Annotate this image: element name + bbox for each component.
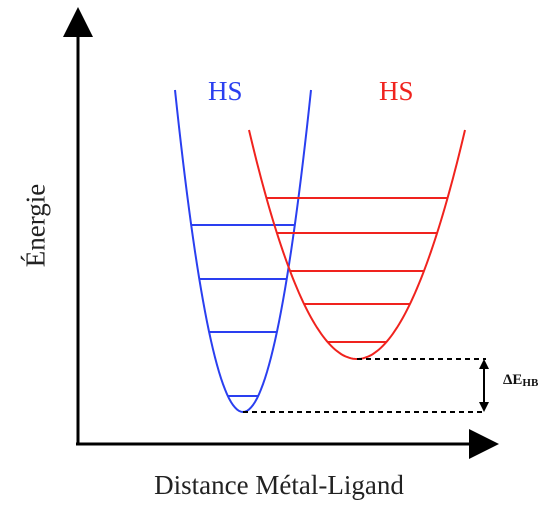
right-curve-label: HS bbox=[379, 76, 414, 106]
left-curve-label: HS bbox=[208, 76, 243, 106]
right-well-curve bbox=[248, 129, 466, 361]
right-potential-well bbox=[248, 129, 466, 361]
energy-gap-symbol: ΔE bbox=[503, 372, 523, 388]
energy-gap-label: ΔEHB bbox=[503, 372, 538, 389]
y-axis-label: Énergie bbox=[20, 183, 51, 268]
x-axis-label: Distance Métal-Ligand bbox=[154, 470, 404, 500]
energy-gap-arrow bbox=[479, 359, 489, 412]
energy-gap-subscript: HB bbox=[522, 377, 539, 389]
left-well-curve bbox=[174, 89, 312, 414]
left-potential-well bbox=[174, 89, 312, 414]
